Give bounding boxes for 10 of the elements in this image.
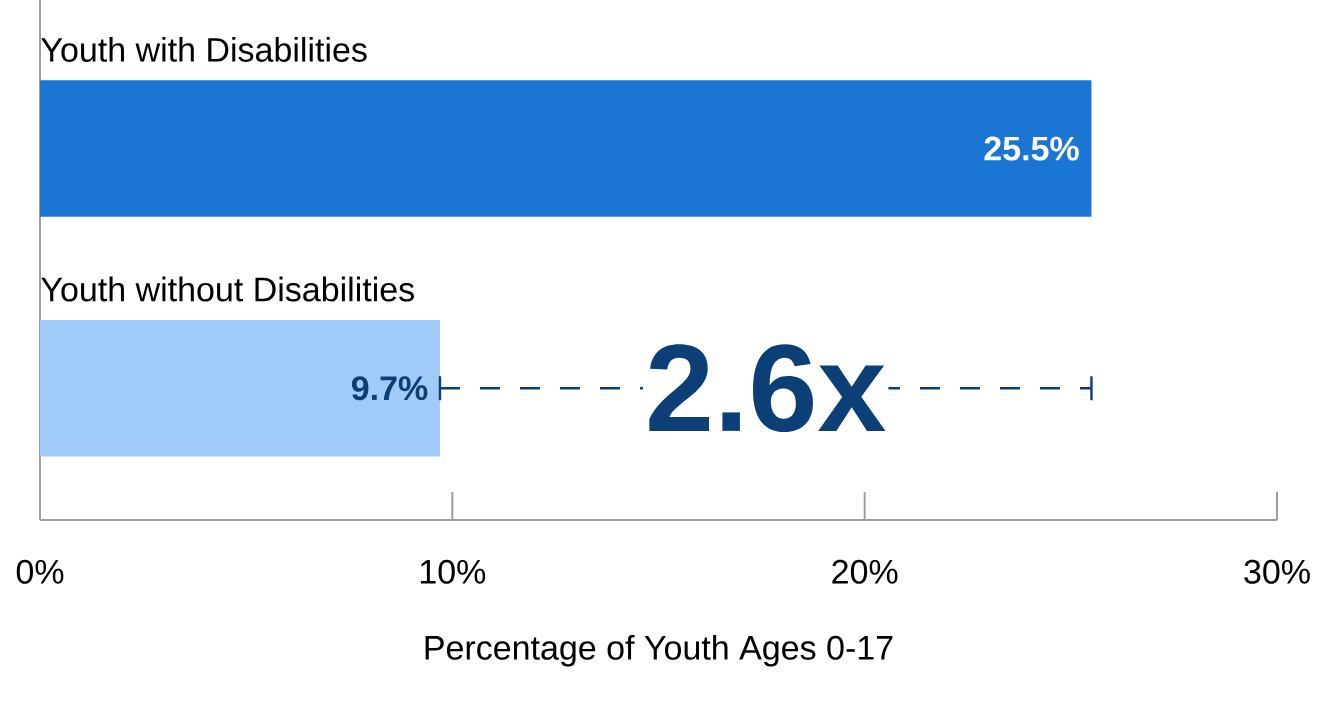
data-label: 9.7% [351, 376, 428, 401]
x-tick-label: 30% [1244, 559, 1310, 584]
x-tick-label: 20% [832, 559, 898, 584]
annotation: 2.6x [649, 344, 886, 433]
x-tick-label: 0% [16, 559, 64, 584]
data-label: 25.5% [984, 136, 1079, 161]
x-tick-label: 10% [420, 559, 486, 584]
y-tick-label: Youth with Disabilities [41, 36, 367, 62]
y-tick-label: Youth without Disabilities [41, 276, 414, 302]
x-axis-title: Percentage of Youth Ages 0-17 [425, 634, 893, 667]
